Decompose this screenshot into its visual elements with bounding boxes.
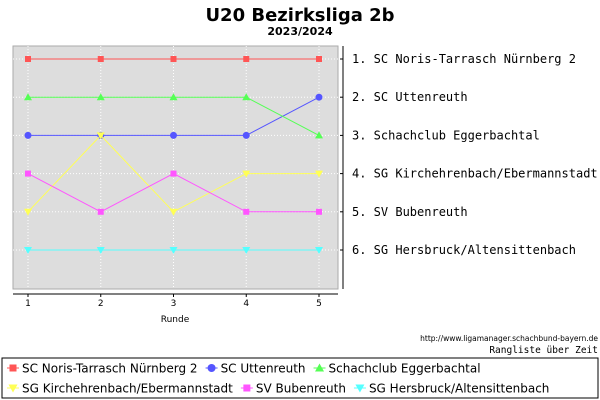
- series-point: [170, 170, 177, 177]
- legend-marker: [315, 363, 325, 372]
- legend-label: SG Hersbruck/Altensittenbach: [369, 382, 549, 396]
- series-3: [24, 93, 323, 139]
- x-tick-label: 5: [316, 299, 322, 309]
- legend-item: SV Bubenreuth: [240, 382, 346, 396]
- series-point: [316, 208, 322, 215]
- series-point: [243, 208, 250, 215]
- legend-label: SC Noris-Tarrasch Nürnberg 2: [22, 362, 198, 376]
- series-point: [315, 170, 323, 178]
- series-point: [96, 132, 105, 140]
- series-point: [24, 208, 32, 216]
- rank-label: 5. SV Bubenreuth: [352, 205, 468, 219]
- series-point: [242, 93, 251, 101]
- rank-label: 6. SG Hersbruck/Altensittenbach: [352, 243, 576, 257]
- series-point: [24, 93, 32, 101]
- legend-label: SV Bubenreuth: [256, 382, 346, 396]
- series-point: [25, 56, 31, 62]
- rank-label: 1. SC Noris-Tarrasch Nürnberg 2: [352, 52, 576, 66]
- legend-marker: [243, 384, 251, 392]
- x-tick-label: 4: [243, 299, 249, 309]
- legend-item: SG Hersbruck/Altensittenbach: [353, 382, 549, 396]
- legend-marker: [9, 364, 17, 372]
- rank-label: 2. SC Uttenreuth: [352, 90, 468, 104]
- series-1: [25, 56, 322, 62]
- x-axis-label: Runde: [161, 315, 190, 325]
- plot-area: [12, 45, 339, 290]
- legend-item: SC Uttenreuth: [205, 362, 306, 376]
- series-point: [242, 170, 251, 178]
- series-5: [25, 170, 322, 215]
- series-point: [96, 247, 105, 254]
- series-point: [315, 131, 323, 139]
- series-point: [25, 170, 31, 177]
- rank-label: 4. SG Kirchehrenbach/Ebermannstadt: [352, 167, 598, 181]
- series-point: [243, 56, 250, 62]
- legend-label: Schachclub Eggerbachtal: [329, 362, 481, 376]
- legend-marker: [8, 384, 18, 393]
- x-tick-label: 1: [25, 299, 31, 309]
- chart-caption: Rangliste über Zeit: [489, 345, 598, 356]
- series-point: [169, 93, 178, 101]
- series-point: [242, 247, 251, 254]
- series-point: [169, 208, 178, 216]
- legend-item: Schachclub Eggerbachtal: [313, 362, 481, 376]
- series-point: [24, 247, 32, 254]
- legend-item: SC Noris-Tarrasch Nürnberg 2: [7, 362, 198, 376]
- series-6: [24, 247, 323, 254]
- series-point: [315, 247, 323, 254]
- chart-title: U20 Bezirksliga 2b: [205, 5, 394, 26]
- legend-label: SC Uttenreuth: [221, 362, 306, 376]
- x-axis: 1 2 3 4 5: [13, 293, 338, 309]
- series-point: [170, 131, 177, 139]
- rank-axis: 1. SC Noris-Tarrasch Nürnberg 2 2. SC Utt…: [340, 46, 598, 289]
- legend-box: [1, 357, 599, 399]
- series-4: [24, 132, 323, 216]
- x-tick-label: 2: [98, 299, 104, 309]
- series-point: [242, 131, 250, 139]
- series-point: [97, 208, 104, 215]
- legend-marker: [207, 364, 216, 372]
- source-url: http://www.ligamanager.schachbund-bayern…: [420, 334, 598, 343]
- series-point: [316, 56, 322, 62]
- legend-item: SG Kirchehrenbach/Ebermannstadt: [7, 382, 233, 396]
- x-tick-label: 3: [171, 299, 177, 309]
- series-point: [96, 93, 105, 101]
- rank-label: 3. Schachclub Eggerbachtal: [352, 128, 540, 142]
- legend-marker: [355, 384, 365, 393]
- series-point: [169, 247, 178, 254]
- series-lines: [24, 56, 323, 254]
- legend: SC Noris-Tarrasch Nürnberg 2 SC Uttenreut…: [7, 362, 549, 396]
- series-point: [170, 56, 177, 62]
- chart-subtitle: 2023/2024: [267, 25, 333, 38]
- legend-label: SG Kirchehrenbach/Ebermannstadt: [22, 382, 233, 396]
- series-point: [24, 131, 32, 139]
- series-point: [97, 56, 104, 62]
- series-point: [315, 93, 323, 101]
